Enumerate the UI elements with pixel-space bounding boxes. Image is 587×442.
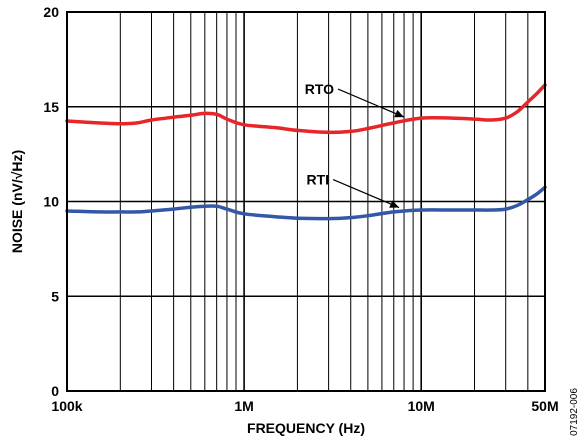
annotation-leader-line — [337, 88, 405, 118]
annotation-arrowhead — [389, 200, 400, 208]
series-group — [65, 83, 547, 221]
y-tick-label: 0 — [51, 383, 59, 399]
series-line-rti — [65, 185, 547, 221]
x-tick-label: 1M — [234, 398, 253, 414]
x-tick-label: 10M — [408, 398, 435, 414]
series-line-rto — [65, 83, 547, 135]
x-tick-label: 50M — [531, 398, 558, 414]
y-tick-label: 15 — [43, 99, 59, 115]
annotation-rti-label: RTI — [307, 172, 330, 188]
y-tick-label: 20 — [43, 4, 59, 20]
plot-frame — [66, 11, 546, 392]
figure-id: 07192-006 — [569, 388, 580, 436]
y-tick-labels: 0 5 10 15 20 — [43, 4, 59, 399]
y-tick-label: 10 — [43, 194, 59, 210]
x-tick-labels: 100k 1M 10M 50M — [51, 398, 558, 414]
annotation-arrowhead — [394, 109, 405, 118]
annotations: RTO RTI — [305, 81, 405, 209]
annotation-rto-label: RTO — [305, 81, 334, 97]
x-axis-label: FREQUENCY (Hz) — [247, 420, 365, 436]
annotation-leader-line — [332, 179, 400, 209]
y-axis-label: NOISE (nV/√Hz) — [9, 150, 25, 253]
grid — [67, 12, 545, 391]
x-tick-label: 100k — [51, 398, 82, 414]
y-tick-label: 5 — [51, 288, 59, 304]
